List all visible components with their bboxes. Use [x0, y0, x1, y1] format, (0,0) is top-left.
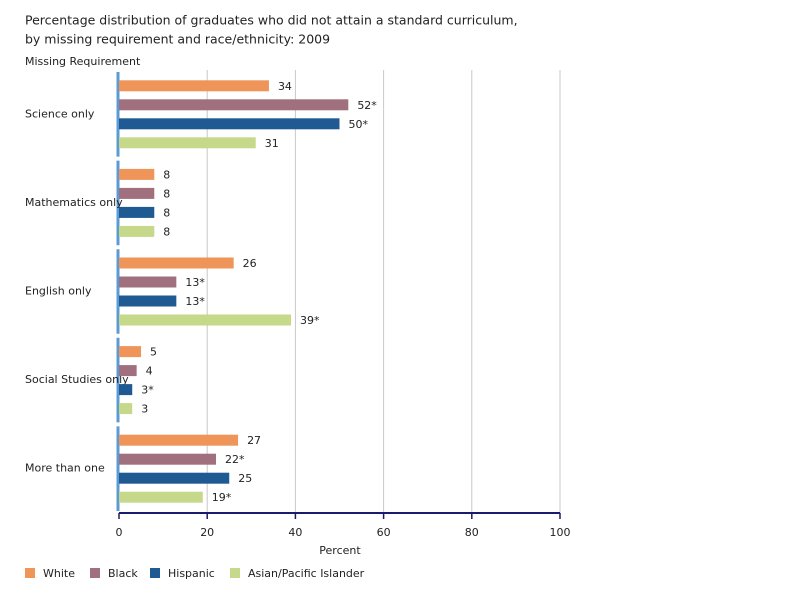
value-label: 5: [150, 346, 157, 359]
bar: [119, 168, 155, 180]
legend-swatch: [25, 568, 35, 578]
bar: [119, 225, 155, 237]
bar: [119, 365, 137, 377]
y-axis-label: Missing Requirement: [25, 55, 141, 68]
legend-label: White: [43, 567, 75, 580]
legend-label: Hispanic: [168, 567, 215, 580]
value-label: 25: [238, 472, 252, 485]
bar: [119, 99, 349, 111]
bar: [119, 295, 177, 307]
bar: [119, 80, 269, 92]
bar: [119, 491, 203, 503]
value-label: 39*: [300, 314, 320, 327]
value-label: 8: [163, 225, 170, 238]
value-label: 26: [243, 257, 257, 270]
bar: [119, 187, 155, 199]
bar: [119, 472, 230, 484]
bar: [119, 276, 177, 288]
value-label: 27: [247, 434, 261, 447]
x-axis-label: Percent: [319, 544, 361, 557]
value-label: 8: [163, 168, 170, 181]
y-tick-label: Science only: [25, 107, 95, 120]
x-tick-label: 20: [200, 526, 214, 539]
value-label: 4: [146, 365, 153, 378]
value-label: 8: [163, 206, 170, 219]
bar: [119, 118, 340, 130]
value-label: 31: [265, 137, 279, 150]
value-label: 50*: [349, 118, 369, 131]
value-label: 13*: [185, 295, 205, 308]
value-label: 52*: [357, 99, 377, 112]
value-label: 8: [163, 187, 170, 200]
bar: [119, 137, 256, 149]
value-label: 22*: [225, 453, 245, 466]
legend-swatch: [150, 568, 160, 578]
bar: [119, 314, 291, 326]
x-tick-label: 100: [550, 526, 571, 539]
bar: [119, 384, 133, 396]
value-label: 13*: [185, 276, 205, 289]
x-tick-label: 60: [377, 526, 391, 539]
legend-label: Black: [108, 567, 138, 580]
legend-swatch: [90, 568, 100, 578]
x-tick-label: 0: [116, 526, 123, 539]
chart-title: Percentage distribution of graduates who…: [25, 13, 518, 28]
bar: [119, 453, 217, 465]
bar: [119, 257, 234, 269]
legend-label: Asian/Pacific Islander: [248, 567, 365, 580]
bar: [119, 346, 142, 358]
value-label: 19*: [212, 491, 232, 504]
value-label: 3*: [141, 384, 154, 397]
value-label: 3: [141, 403, 148, 416]
chart-title: by missing requirement and race/ethnicit…: [25, 32, 330, 47]
bar: [119, 403, 133, 415]
value-label: 34: [278, 80, 292, 93]
legend-swatch: [230, 568, 240, 578]
x-tick-label: 40: [288, 526, 302, 539]
bar: [119, 434, 239, 446]
bar: [119, 206, 155, 218]
y-tick-label: Social Studies only: [25, 373, 129, 386]
x-tick-label: 80: [465, 526, 479, 539]
y-tick-label: Mathematics only: [25, 196, 123, 209]
y-tick-label: More than one: [25, 462, 105, 475]
y-tick-label: English only: [25, 285, 92, 298]
